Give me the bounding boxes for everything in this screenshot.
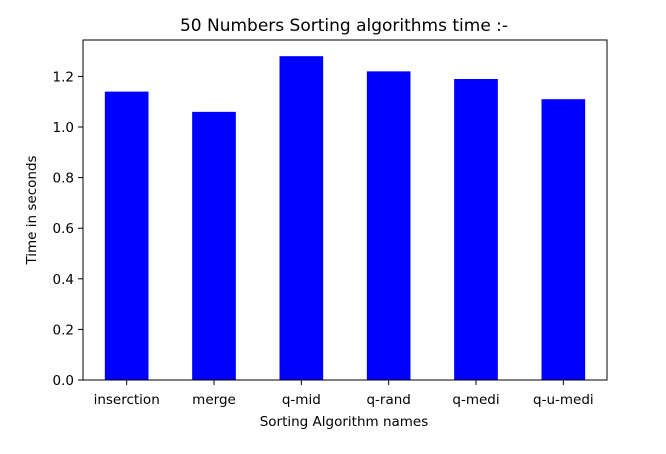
y-tick-label: 0.0 [53, 373, 74, 389]
x-tick-label: q-rand [366, 392, 410, 408]
x-tick-label: q-medi [452, 392, 499, 408]
bar-merge [192, 111, 236, 380]
y-tick-label: 1.2 [53, 69, 74, 85]
bar-q-mid [279, 56, 324, 380]
y-tick-label: 1.0 [53, 120, 74, 136]
x-tick-label: q-mid [282, 392, 321, 408]
bar-q-u-medi [541, 99, 586, 380]
bar-q-medi [454, 78, 498, 381]
y-axis-ticks: 0.0 0.2 0.4 0.6 0.8 1.0 1.2 [53, 69, 83, 389]
y-axis-label: Time in seconds [24, 155, 40, 265]
x-tick-label: q-u-medi [533, 392, 594, 408]
y-tick-label: 0.6 [53, 221, 74, 237]
y-tick-label: 0.4 [53, 272, 74, 288]
x-tick-label: merge [192, 392, 236, 408]
bar-inserction [104, 91, 149, 381]
bar-q-rand [366, 71, 411, 381]
x-tick-label: inserction [94, 392, 160, 408]
y-tick-label: 0.8 [53, 171, 74, 187]
y-tick-label: 0.2 [53, 322, 74, 338]
chart-title: 50 Numbers Sorting algorithms time :- [180, 16, 508, 36]
bars-group [104, 56, 586, 381]
x-axis-ticks: inserction merge q-mid q-rand q-medi q-u-medi [94, 380, 594, 408]
x-axis-label: Sorting Algorithm names [260, 414, 429, 430]
plot-frame [82, 39, 608, 381]
